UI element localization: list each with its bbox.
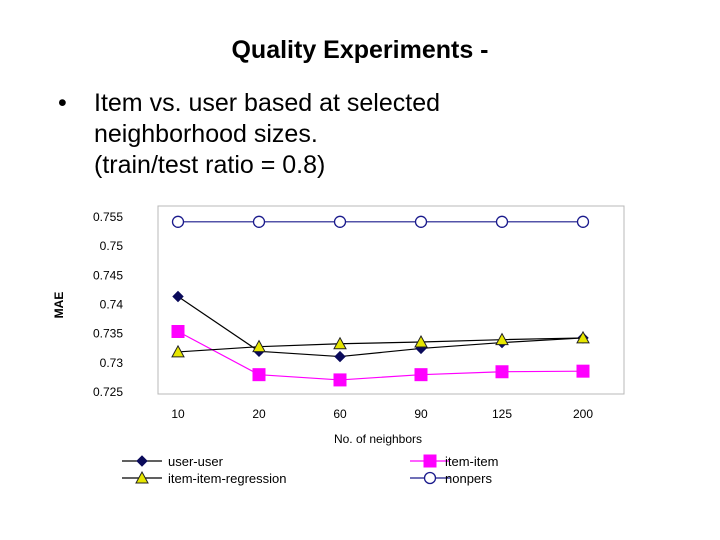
data-point [414, 334, 428, 348]
x-tick-label: 20 [252, 407, 266, 421]
y-tick-label: 0.75 [100, 239, 124, 253]
y-tick-label: 0.735 [93, 327, 123, 341]
data-point [495, 215, 509, 228]
series-item-item [171, 325, 590, 387]
x-tick-label: 90 [414, 407, 428, 421]
series-nonpers [171, 215, 590, 228]
bullet-block: • Item vs. user based at selected neighb… [58, 88, 658, 181]
series-item-item-regression [171, 330, 590, 358]
data-point [414, 368, 428, 382]
bullet-line-3: (train/test ratio = 0.8) [94, 151, 326, 179]
legend: user-user item-item item-item-regression no… [122, 454, 498, 486]
data-point [252, 215, 266, 228]
series-line [177, 337, 584, 353]
legend-item-user-user: user-user [122, 454, 224, 469]
bullet-point: • [58, 89, 67, 117]
y-axis-label: MAE [52, 292, 66, 319]
x-tick-label: 125 [492, 407, 512, 421]
plot-frame [157, 205, 625, 395]
bullet-line-1: Item vs. user based at selected [94, 89, 441, 117]
legend-item-nonpers: nonpers [410, 471, 492, 486]
legend-marker [135, 470, 149, 484]
legend-label: nonpers [445, 471, 492, 486]
y-tick-label: 0.755 [93, 210, 123, 224]
x-tick-label: 10 [171, 407, 185, 421]
legend-marker [423, 471, 437, 485]
data-point [576, 215, 590, 228]
data-point [171, 215, 185, 228]
series-layer [171, 215, 590, 387]
data-point [172, 290, 184, 303]
axes: 0.755 0.75 0.745 0.74 0.735 0.73 0.725 10 20 60 90… [52, 210, 593, 446]
y-tick-label: 0.73 [100, 356, 124, 370]
data-point [171, 344, 185, 358]
data-point [171, 325, 185, 338]
data-point [576, 330, 590, 344]
data-point [334, 350, 346, 363]
legend-item-item-item-regression: item-item-regression [122, 470, 286, 486]
legend-label: item-item-regression [168, 471, 286, 486]
legend-item-item-item: item-item [410, 454, 498, 469]
legend-label: user-user [168, 454, 224, 469]
y-tick-label: 0.745 [93, 268, 123, 282]
legend-marker [423, 454, 437, 468]
series-line [177, 296, 584, 358]
slide-title: Quality Experiments - [231, 36, 489, 64]
data-point [252, 368, 266, 382]
x-tick-label: 60 [333, 407, 347, 421]
data-point [333, 373, 347, 387]
y-tick-label: 0.74 [100, 298, 124, 312]
legend-marker [136, 455, 148, 467]
x-tick-label: 200 [573, 407, 593, 421]
data-point [333, 215, 347, 228]
data-point [414, 215, 428, 228]
bullet-line-2: neighborhood sizes. [94, 120, 318, 148]
data-point [333, 336, 347, 350]
legend-label: item-item [445, 454, 498, 469]
x-axis-label: No. of neighbors [334, 432, 422, 446]
y-tick-label: 0.725 [93, 385, 123, 399]
data-point [495, 332, 509, 346]
data-point [495, 365, 509, 379]
data-point [252, 339, 266, 353]
data-point [576, 364, 590, 378]
series-line [177, 330, 584, 381]
